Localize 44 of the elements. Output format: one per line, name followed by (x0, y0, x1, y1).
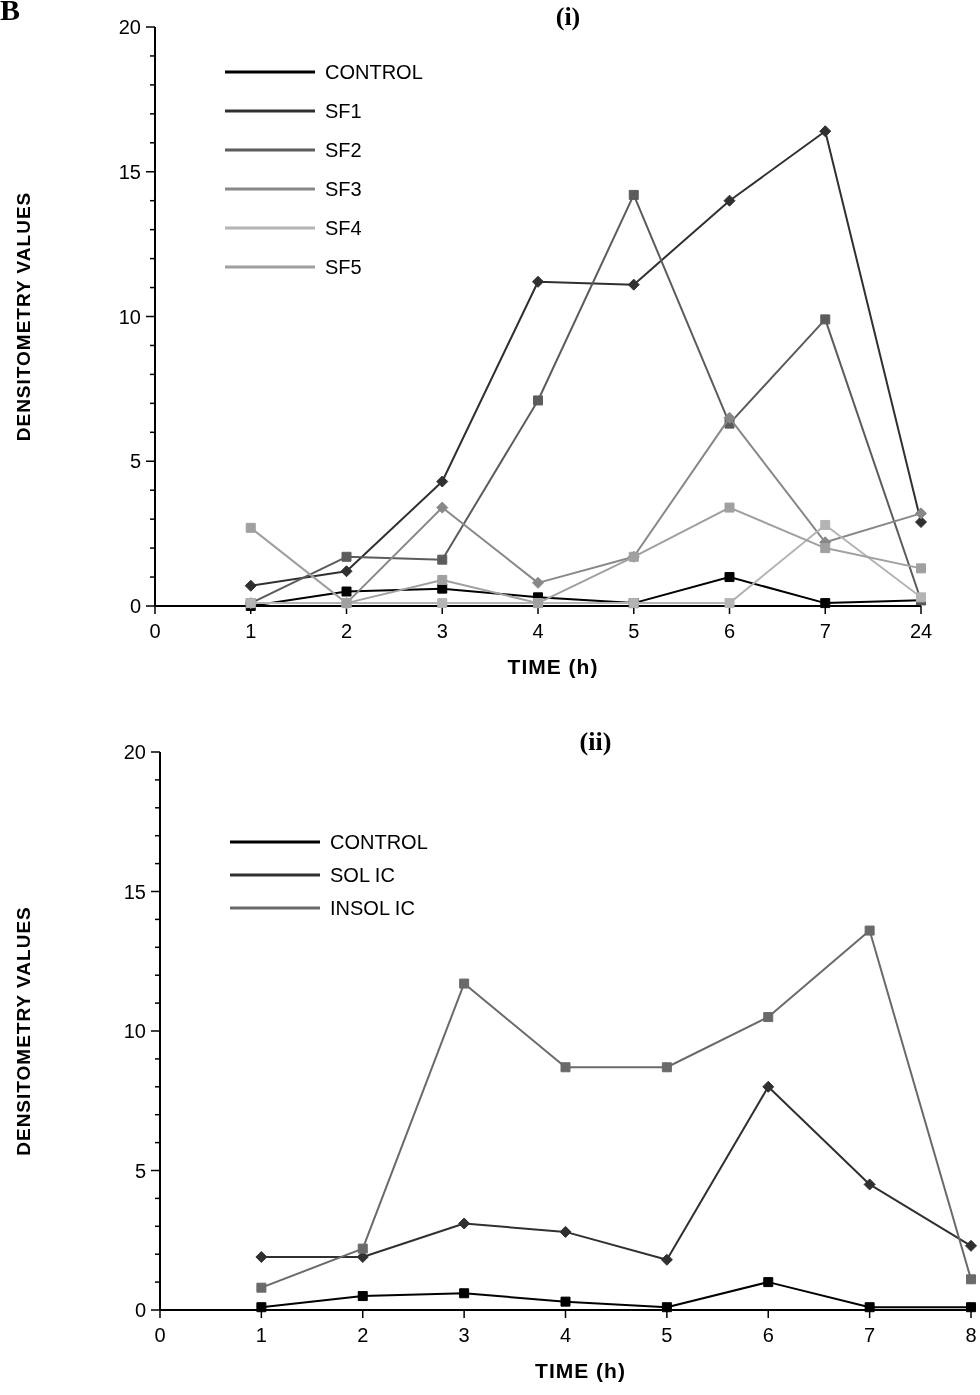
y-tick-label: 0 (134, 1299, 146, 1321)
x-tick-label: 0 (154, 1324, 166, 1346)
legend-label: INSOL IC (330, 897, 415, 919)
legend-label: SF1 (325, 100, 362, 122)
y-tick-label: 15 (118, 160, 141, 183)
legend-label: SF5 (325, 256, 362, 278)
x-tick-label: 1 (255, 1324, 267, 1346)
x-tick-label: 5 (661, 1324, 673, 1346)
x-tick-label: 7 (819, 620, 831, 642)
x-tick-label: 2 (357, 1324, 369, 1346)
x-tick-label: 24 (909, 620, 933, 642)
x-tick-label: 3 (458, 1324, 470, 1346)
legend-label: CONTROL (325, 61, 423, 83)
x-axis-title: TIME (h) (507, 655, 599, 678)
legend-label: SOL IC (330, 864, 395, 886)
x-axis-title: TIME (h) (535, 1359, 626, 1382)
x-tick-label: 4 (532, 620, 544, 642)
chart-title: (ii) (579, 727, 612, 756)
y-tick-label: 15 (123, 880, 146, 903)
y-tick-label: 5 (129, 450, 141, 473)
chart-title: (i) (555, 2, 581, 31)
x-tick-label: 0 (149, 620, 161, 642)
y-tick-label: 10 (118, 305, 141, 328)
x-tick-label: 2 (340, 620, 353, 642)
x-tick-label: 6 (762, 1324, 774, 1346)
y-tick-label: 20 (123, 741, 146, 763)
legend-label: SF3 (325, 178, 362, 200)
legend-label: SF4 (325, 217, 362, 239)
y-axis-title: DENSITOMETRY VALUES (13, 191, 34, 442)
y-axis-title: DENSITOMETRY VALUES (13, 906, 34, 1156)
x-tick-label: 1 (245, 620, 257, 642)
y-tick-label: 10 (123, 1020, 146, 1042)
y-tick-label: 0 (129, 595, 141, 617)
x-tick-label: 4 (559, 1324, 572, 1346)
x-tick-label: 7 (864, 1324, 876, 1346)
text: B (0, 0, 21, 26)
x-tick-label: 6 (723, 620, 736, 642)
x-tick-label: 3 (436, 620, 448, 642)
y-tick-label: 20 (118, 16, 141, 38)
y-tick-label: 5 (134, 1159, 146, 1182)
legend-label: SF2 (325, 139, 362, 161)
x-tick-label: 5 (628, 620, 640, 642)
x-tick-label: 8 (965, 1324, 977, 1346)
legend-label: CONTROL (330, 831, 428, 853)
